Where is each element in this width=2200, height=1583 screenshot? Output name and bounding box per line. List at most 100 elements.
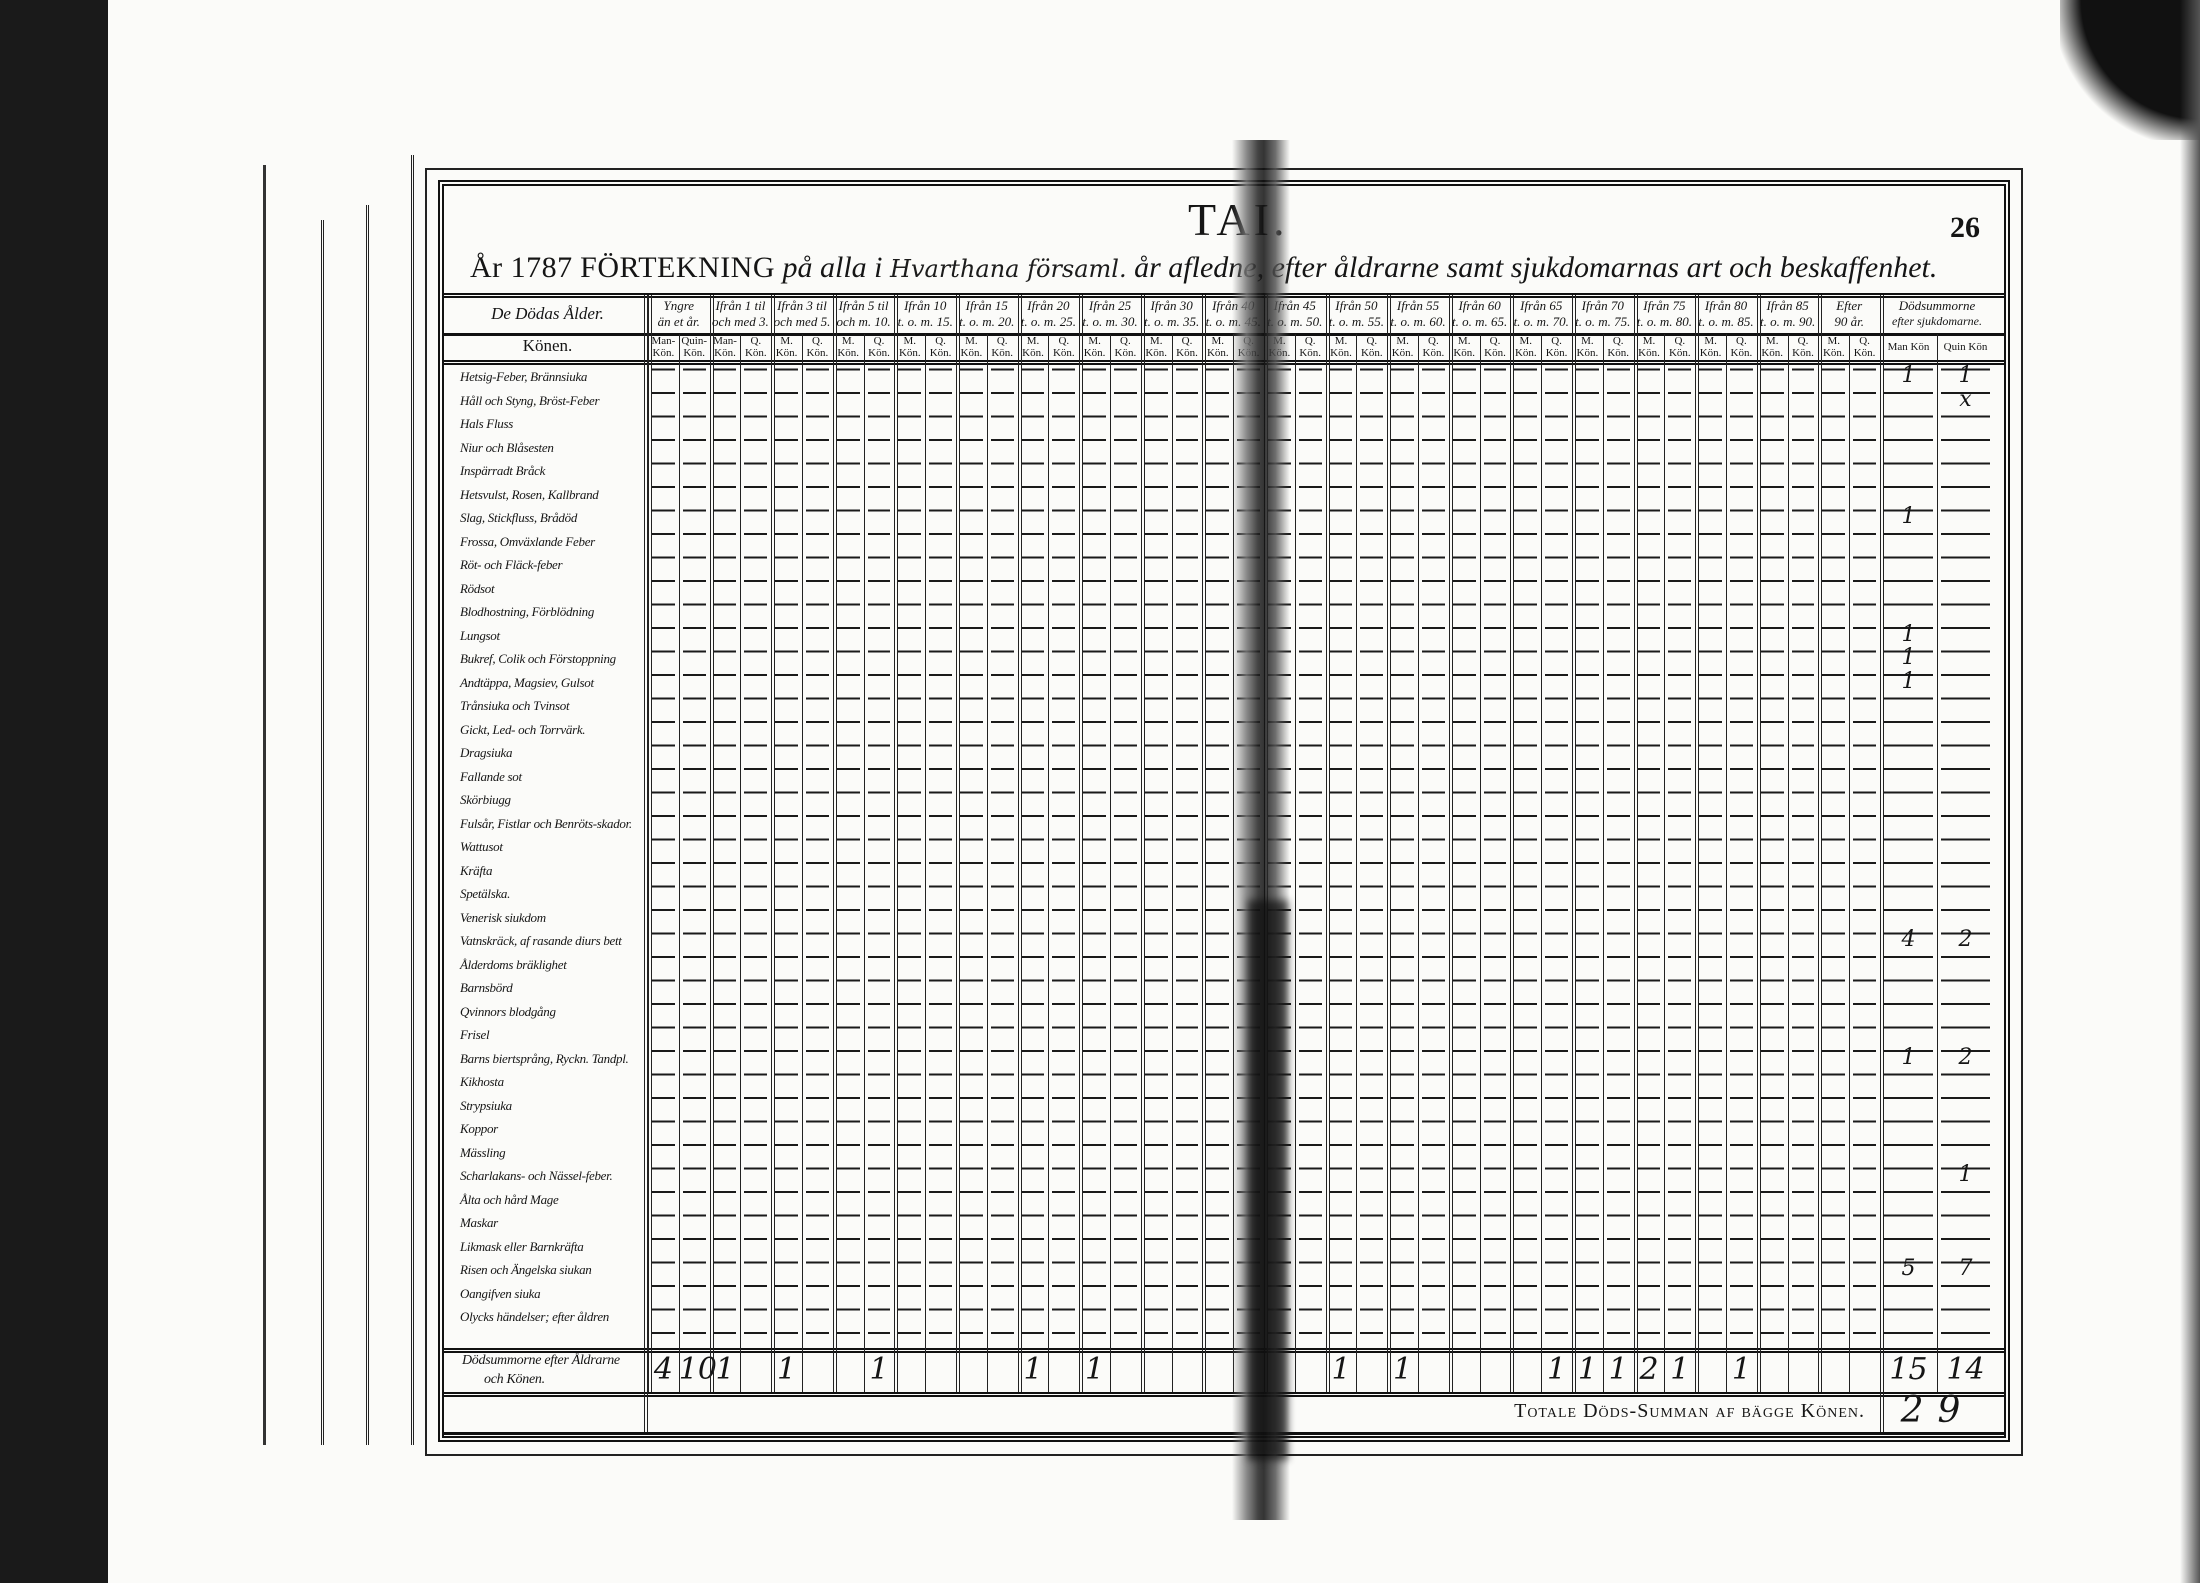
- age-group-header: Ifrån 65: [1520, 298, 1563, 313]
- age-sum-male: 2: [1639, 1352, 1659, 1387]
- age-group-header: Ifrån 25: [1088, 298, 1132, 313]
- disease-label: Koppor: [460, 1121, 498, 1136]
- female-column: [1849, 365, 1880, 1347]
- age-group-header: Ifrån 75: [1643, 298, 1686, 313]
- age-group-header: t. o. m. 25.: [1020, 314, 1077, 329]
- age-sum-female: 1: [869, 1352, 889, 1387]
- female-subheader: Q. Kön.: [1484, 335, 1506, 359]
- disease-label: Vatnskräck, af rasande diurs bett: [460, 933, 622, 948]
- male-column: [1510, 365, 1542, 1347]
- page-edge-rule: [366, 205, 369, 1445]
- age-group-header: Efter: [1836, 298, 1863, 313]
- disease-total-male: 1: [1901, 645, 1916, 670]
- title-main: FÖRTEKNING: [580, 251, 776, 284]
- female-column: [1602, 365, 1634, 1347]
- age-group-header: t. o. m. 70.: [1513, 314, 1569, 329]
- sum-rule: [444, 1348, 2004, 1353]
- age-group-header: Ifrån 80: [1704, 298, 1748, 313]
- disease-total-female: 2: [1958, 1044, 1973, 1070]
- table-outer-frame: [425, 168, 2023, 1456]
- female-subheader: Q. Kön.: [744, 335, 767, 359]
- male-subheader: M. Kön.: [837, 335, 860, 359]
- age-group-header: Ifrån 30: [1150, 298, 1193, 313]
- male-column: [1202, 365, 1234, 1347]
- age-sum-female: 10: [678, 1352, 717, 1387]
- age-group-header: Ifrån 70: [1581, 298, 1624, 313]
- age-group-header: t. o. m. 55.: [1328, 314, 1385, 329]
- male-subheader: M. Kön.: [1822, 335, 1845, 359]
- disease-total-female: 7: [1958, 1256, 1973, 1281]
- male-subheader: M. Kön.: [1145, 335, 1168, 359]
- scan-border-right: [2180, 0, 2200, 1583]
- disease-label: Kräfta: [460, 862, 493, 878]
- female-subheader: Q. Kön.: [1853, 335, 1876, 359]
- age-group-header: och med 5.: [773, 314, 831, 329]
- female-subheader: Q. Kön.: [1607, 335, 1630, 359]
- disease-label: Hetsvulst, Rosen, Kallbrand: [460, 486, 599, 502]
- male-column: [1079, 365, 1110, 1347]
- disease-label: Wattusot: [460, 839, 503, 854]
- female-column: [1294, 365, 1326, 1347]
- header-rule: [444, 333, 2004, 336]
- book-fold-shadow: [1248, 900, 1288, 1460]
- disease-total-male: 1: [1901, 363, 1916, 388]
- age-group-header: t. o. m. 15.: [897, 314, 953, 329]
- disease-label: Trånsiuka och Tvinsot: [460, 698, 570, 713]
- male-column: [1756, 365, 1788, 1347]
- male-column: [1818, 365, 1850, 1347]
- male-subheader: M. Kön.: [1453, 335, 1476, 359]
- disease-label: Ålta och hård Mage: [460, 1191, 559, 1207]
- left-page-edge: [263, 155, 446, 1445]
- age-group-header: Ifrån 55: [1396, 298, 1440, 313]
- age-group-header: t. o. m. 75.: [1575, 314, 1631, 329]
- female-subheader: Q. Kön.: [1052, 335, 1075, 359]
- age-group-header: t. o. m. 85.: [1698, 314, 1754, 329]
- age-group-header: Ifrån 1 til: [715, 298, 766, 313]
- disease-label: Likmask eller Barnkräfta: [460, 1238, 584, 1254]
- disease-label: Gickt, Led- och Torrvärk.: [460, 721, 586, 737]
- title-year: År 1787: [470, 251, 573, 284]
- male-subheader: M. Kön.: [775, 335, 798, 359]
- age-group-header: t. o. m. 90.: [1759, 314, 1816, 329]
- male-column: [1140, 365, 1172, 1347]
- disease-total-male: 1: [1901, 621, 1916, 647]
- disease-label: Risen och Ängelska siukan: [460, 1262, 592, 1277]
- female-column: [1356, 365, 1388, 1347]
- age-group-header: och m. 10.: [836, 314, 891, 329]
- disease-total-male: 1: [1901, 668, 1916, 694]
- female-column: [1726, 365, 1757, 1347]
- female-subheader: Q. Kön.: [1668, 335, 1691, 359]
- disease-total-female: 2: [1958, 927, 1973, 952]
- male-subheader: Man-Kön.: [713, 335, 737, 359]
- disease-label: Slag, Stickfluss, Brådöd: [460, 510, 578, 525]
- female-column: [986, 365, 1018, 1347]
- age-group-header: Ifrån 85: [1766, 298, 1809, 313]
- bottom-rule: [444, 1432, 2004, 1435]
- disease-label: Venerisk siukdom: [460, 909, 546, 925]
- male-column: [1633, 365, 1665, 1347]
- female-column: [863, 365, 895, 1347]
- female-column: [678, 365, 710, 1347]
- disease-label: Barns biertsprång, Ryckn. Tandpl.: [460, 1050, 629, 1066]
- male-subheader: M. Kön.: [898, 335, 921, 359]
- age-sum-male: 1: [1023, 1352, 1043, 1387]
- totals-male-column: [1880, 365, 1937, 1347]
- column-rule: [644, 295, 648, 1432]
- header-rule: [444, 360, 2004, 365]
- male-column: [894, 365, 926, 1347]
- disease-label: Frossa, Omväxlande Feber: [460, 533, 595, 549]
- male-column: [1325, 365, 1357, 1347]
- age-group-header: Ifrån 50: [1335, 298, 1378, 313]
- disease-label: Rödsot: [460, 580, 495, 596]
- parish-name-handwritten: Hvarthana församl.: [890, 255, 1127, 283]
- page-edge-rule: [321, 220, 324, 1445]
- female-subheader: Q. Kön.: [1545, 335, 1568, 359]
- disease-label: Dragsiuka: [460, 745, 513, 760]
- male-subheader: M. Kön.: [1206, 335, 1229, 359]
- column-rule: [1880, 1394, 1884, 1432]
- female-column: [1171, 365, 1203, 1347]
- male-subheader: M. Kön.: [960, 335, 983, 359]
- female-subheader: Q. Kön.: [868, 335, 890, 359]
- disease-total-male: 1: [1901, 1044, 1916, 1070]
- age-sum-male: 1: [1085, 1352, 1105, 1387]
